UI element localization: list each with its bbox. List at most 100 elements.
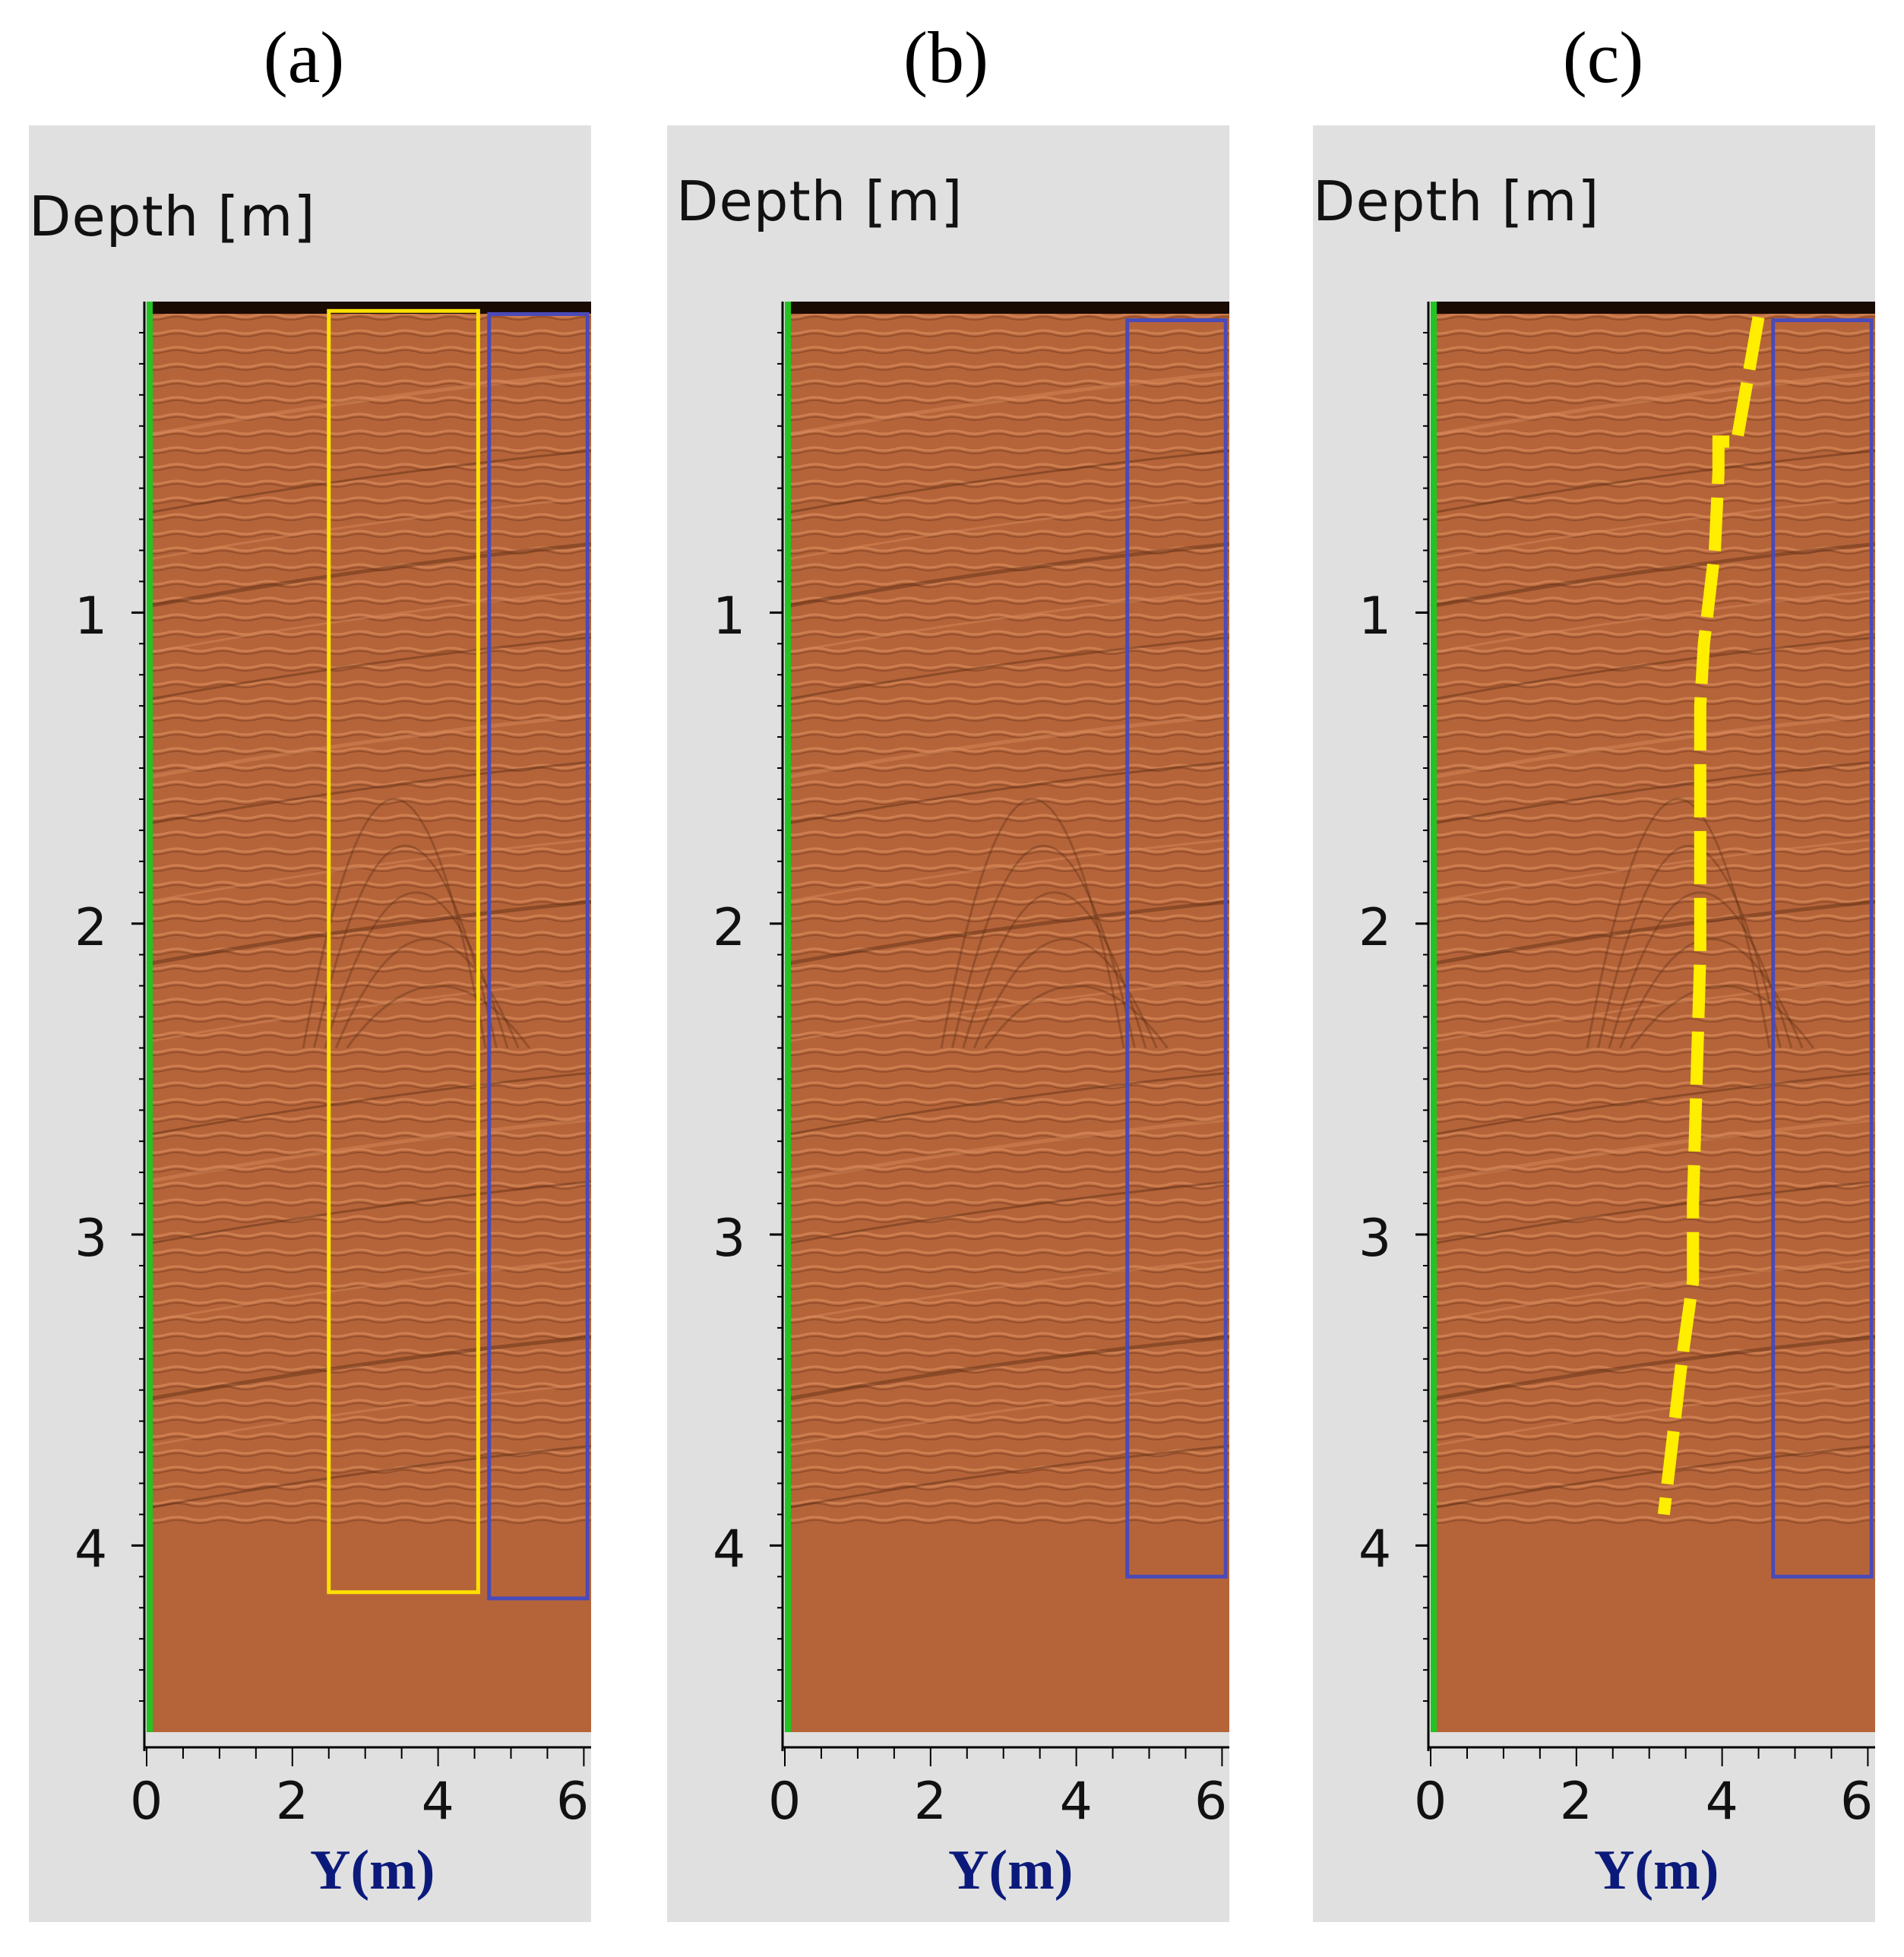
x-tick-label: 0 — [1414, 1772, 1447, 1832]
reflector-line — [1430, 449, 1875, 514]
reflector-line — [784, 371, 1229, 438]
radargram-signal — [1431, 302, 1875, 1530]
radargram-plot-a — [131, 302, 591, 1766]
reflector-line — [784, 899, 1229, 966]
x-tick-label: 6 — [556, 1772, 590, 1832]
radargram-plot-b — [770, 302, 1229, 1766]
radargram-panel-b: Depth [m] Y(m) 1 2 3 4 0 2 4 6 — [667, 125, 1229, 1922]
hyperbola-streak — [950, 845, 1136, 1048]
green-axis-line — [1431, 302, 1437, 1732]
x-tick-label: 6 — [1194, 1772, 1228, 1832]
reflector-line — [1430, 371, 1875, 438]
x-tick-label: 2 — [1559, 1772, 1593, 1832]
green-axis-line — [147, 302, 153, 1732]
radargram-signal — [785, 302, 1229, 1530]
reflector-line — [146, 1071, 591, 1137]
y-tick-label: 4 — [713, 1519, 746, 1580]
hyperbola-streak — [1608, 891, 1793, 1048]
hyperbola-streak — [984, 985, 1169, 1049]
radargram-plot-c — [1415, 302, 1875, 1766]
reflector-line — [1430, 1335, 1875, 1402]
reflector-line — [784, 1444, 1229, 1510]
reflector-line — [146, 1180, 591, 1245]
x-tick-label: 2 — [913, 1772, 947, 1832]
x-tick-label: 4 — [421, 1772, 454, 1832]
reflector-line — [1430, 760, 1875, 826]
reflector-line — [1430, 636, 1875, 701]
reflector-line — [1430, 1258, 1875, 1323]
reflector-line — [784, 1180, 1229, 1245]
reflector-line — [784, 760, 1229, 826]
reflector-line — [146, 590, 591, 655]
panel-label-c: (c) — [1562, 17, 1644, 98]
depth-axis-title: Depth [m] — [1313, 169, 1600, 233]
surface-band — [1431, 302, 1875, 314]
reflector-line — [146, 1258, 591, 1323]
x-tick-label: 0 — [768, 1772, 802, 1832]
reflector-layers — [1430, 371, 1875, 1510]
hyperbola-streak — [1630, 985, 1814, 1049]
y-tick-label: 4 — [1358, 1519, 1392, 1580]
reflector-line — [146, 1118, 591, 1184]
reflector-line — [146, 1335, 591, 1402]
y-tick-label: 2 — [1358, 897, 1392, 958]
y-tick-label: 3 — [1358, 1209, 1392, 1269]
reflector-line — [146, 542, 591, 609]
x-axis-title: Y(m) — [1594, 1839, 1719, 1902]
reflector-layers — [784, 371, 1229, 1510]
panel-label-a: (a) — [263, 17, 345, 98]
x-tick-label: 0 — [130, 1772, 163, 1832]
blue-box — [487, 311, 590, 1601]
x-tick-label: 2 — [275, 1772, 309, 1832]
blue-box — [1771, 318, 1874, 1579]
y-tick-label: 1 — [74, 586, 108, 647]
reflector-line — [1430, 713, 1875, 779]
y-tick-label: 1 — [713, 586, 746, 647]
hyperbola-streak — [1596, 845, 1782, 1048]
reflector-line — [146, 371, 591, 438]
blue-box — [1125, 318, 1228, 1579]
y-tick-label: 2 — [74, 897, 108, 958]
hyperbola-streak — [334, 937, 520, 1049]
pipe-trace-line — [1657, 316, 1765, 1516]
surface-band — [785, 302, 1229, 314]
x-tick-label: 4 — [1705, 1772, 1738, 1832]
hyperbola-streak — [973, 937, 1158, 1049]
x-axis-title: Y(m) — [948, 1839, 1074, 1902]
reflector-line — [1430, 899, 1875, 966]
reflector-line — [784, 636, 1229, 701]
reflector-line — [146, 449, 591, 514]
reflector-line — [146, 713, 591, 779]
reflector-line — [784, 978, 1229, 1043]
reflector-line — [784, 713, 1229, 779]
reflector-line — [784, 590, 1229, 655]
reflector-line — [146, 899, 591, 966]
reflector-line — [784, 542, 1229, 609]
reflector-line — [1430, 1383, 1875, 1447]
reflector-line — [784, 1258, 1229, 1323]
hyperbola-streak — [312, 845, 498, 1048]
radargram-panel-c: Depth [m] Y(m) 1 2 3 4 0 2 4 6 — [1313, 125, 1875, 1922]
reflector-line — [1430, 1118, 1875, 1184]
depth-axis-title: Depth [m] — [676, 169, 963, 233]
reflector-line — [1430, 542, 1875, 609]
reflector-line — [146, 496, 591, 561]
yellow-box — [327, 308, 480, 1595]
reflector-line — [784, 496, 1229, 561]
hyperbola-streak — [346, 985, 530, 1049]
green-axis-line — [785, 302, 791, 1732]
reflector-line — [146, 1444, 591, 1510]
hyperbola-streak — [940, 798, 1125, 1048]
reflector-line — [146, 1383, 591, 1447]
reflector-line — [784, 449, 1229, 514]
reflector-line — [784, 1383, 1229, 1447]
x-axis-title: Y(m) — [310, 1839, 435, 1902]
reflector-line — [784, 1335, 1229, 1402]
y-tick-label: 3 — [74, 1209, 108, 1269]
reflector-line — [1430, 590, 1875, 655]
radargram-signal — [147, 302, 591, 1530]
reflector-line — [1430, 838, 1875, 903]
y-tick-label: 1 — [1358, 586, 1392, 647]
y-tick-label: 4 — [74, 1519, 108, 1580]
reflector-line — [784, 1071, 1229, 1137]
